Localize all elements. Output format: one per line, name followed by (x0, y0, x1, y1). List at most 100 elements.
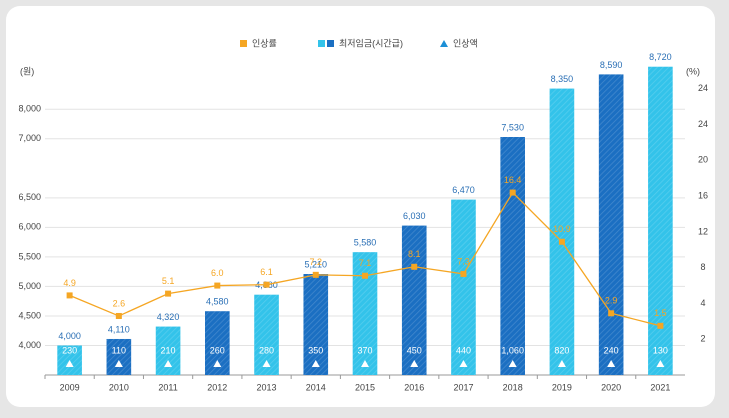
rate-point (312, 271, 319, 278)
legend-label: 최저임금(시간급) (339, 37, 403, 48)
rate-label: 2.6 (113, 298, 126, 308)
y2-tick-label: 20 (698, 155, 708, 165)
rate-point (115, 312, 122, 319)
increase-marker (607, 360, 616, 367)
rate-label: 5.1 (162, 276, 175, 286)
bar-value-label: 8,720 (649, 52, 672, 62)
rate-label: 2.9 (605, 296, 618, 306)
legend-swatch (327, 40, 334, 47)
increase-label: 440 (456, 345, 471, 355)
bar-value-label: 4,110 (108, 324, 130, 334)
y2-tick-label: 2 (700, 334, 705, 344)
y2-tick-label: 16 (698, 191, 708, 201)
rate-label: 7.3 (457, 256, 470, 266)
x-tick-label: 2016 (404, 382, 424, 392)
y2-tick-label: 4 (700, 298, 705, 308)
x-tick-label: 2012 (207, 382, 227, 392)
rate-label: 10.9 (553, 224, 571, 234)
bar-value-label: 5,210 (305, 259, 328, 269)
bar-hatch (106, 338, 132, 375)
x-tick-label: 2009 (60, 382, 80, 392)
y-tick-label: 5,500 (18, 251, 41, 261)
increase-label: 450 (407, 345, 422, 355)
increase-label: 1,060 (501, 345, 524, 355)
legend-swatch (318, 40, 325, 47)
x-tick-label: 2014 (306, 382, 326, 392)
rate-point (657, 322, 664, 329)
x-tick-label: 2020 (601, 382, 621, 392)
increase-label: 350 (308, 345, 323, 355)
rate-label: 7.2 (310, 257, 323, 267)
increase-label: 280 (259, 345, 274, 355)
x-tick-label: 2021 (650, 382, 670, 392)
bar-value-label: 4,580 (206, 297, 229, 307)
bar-hatch (451, 199, 476, 375)
bar-value-label: 6,470 (452, 185, 475, 195)
increase-marker (656, 360, 665, 367)
increase-label: 260 (210, 345, 225, 355)
increase-marker (557, 360, 566, 367)
increase-label: 240 (604, 345, 619, 355)
rate-label: 16.4 (504, 175, 522, 185)
increase-label: 110 (112, 345, 126, 355)
x-tick-label: 2017 (453, 382, 473, 392)
bar-value-label: 5,580 (354, 238, 377, 248)
bar-hatch (500, 137, 525, 375)
increase-marker (164, 360, 173, 367)
rate-point (608, 310, 615, 317)
y-tick-label: 6,500 (18, 192, 41, 202)
y-tick-label: 4,000 (18, 340, 41, 350)
bar-value-label: 6,030 (403, 211, 426, 221)
increase-marker (361, 360, 369, 367)
rate-label: 6.0 (211, 268, 224, 278)
rate-point (509, 189, 516, 196)
legend-swatch (440, 40, 448, 47)
increase-marker (114, 360, 123, 367)
rate-point (66, 292, 73, 299)
x-tick-label: 2013 (257, 382, 277, 392)
y2-tick-label: 24 (698, 83, 708, 93)
legend-label: 인상액 (453, 37, 478, 48)
rate-label: 1.5 (654, 308, 667, 318)
increase-marker (410, 360, 419, 367)
bar-value-label: 4,000 (58, 331, 81, 341)
y2-tick-label: 12 (698, 226, 708, 236)
y2-tick-label: 24 (698, 119, 708, 129)
x-tick-label: 2010 (109, 382, 129, 392)
y-tick-label: 7,000 (18, 133, 41, 143)
bar-value-label: 8,590 (600, 60, 623, 70)
increase-marker (213, 360, 222, 367)
rate-point (263, 281, 270, 288)
y-tick-label: 8,000 (18, 104, 41, 114)
y2-tick-label: 8 (700, 262, 705, 272)
rate-label: 7.1 (359, 258, 372, 268)
rate-point (411, 263, 418, 270)
increase-label: 130 (653, 345, 668, 355)
rate-label: 4.9 (63, 278, 76, 288)
y-tick-label: 6,000 (18, 222, 41, 232)
x-tick-label: 2015 (355, 382, 375, 392)
legend-swatch (240, 40, 247, 47)
bar-hatch (401, 225, 427, 375)
x-tick-label: 2011 (158, 382, 177, 392)
rate-point (165, 290, 172, 297)
bar-value-label: 7,530 (501, 122, 524, 132)
increase-marker (311, 360, 320, 367)
bar-hatch (549, 88, 575, 375)
increase-label: 230 (62, 345, 77, 355)
rate-point (214, 282, 221, 289)
chart-background (6, 6, 715, 407)
legend-label: 인상률 (252, 38, 277, 48)
increase-marker (262, 360, 271, 367)
bar-hatch (598, 74, 624, 375)
rate-point (460, 270, 467, 277)
bar-hatch (352, 252, 378, 375)
y-tick-label: 5,000 (18, 281, 41, 291)
rate-label: 8.1 (408, 249, 421, 259)
x-tick-label: 2019 (552, 382, 572, 392)
increase-marker (65, 360, 74, 367)
bar-value-label: 8,350 (551, 74, 574, 84)
legend: 인상률 최저임금(시간급) 인상액 (240, 37, 478, 48)
bar-value-label: 4,320 (157, 312, 180, 322)
